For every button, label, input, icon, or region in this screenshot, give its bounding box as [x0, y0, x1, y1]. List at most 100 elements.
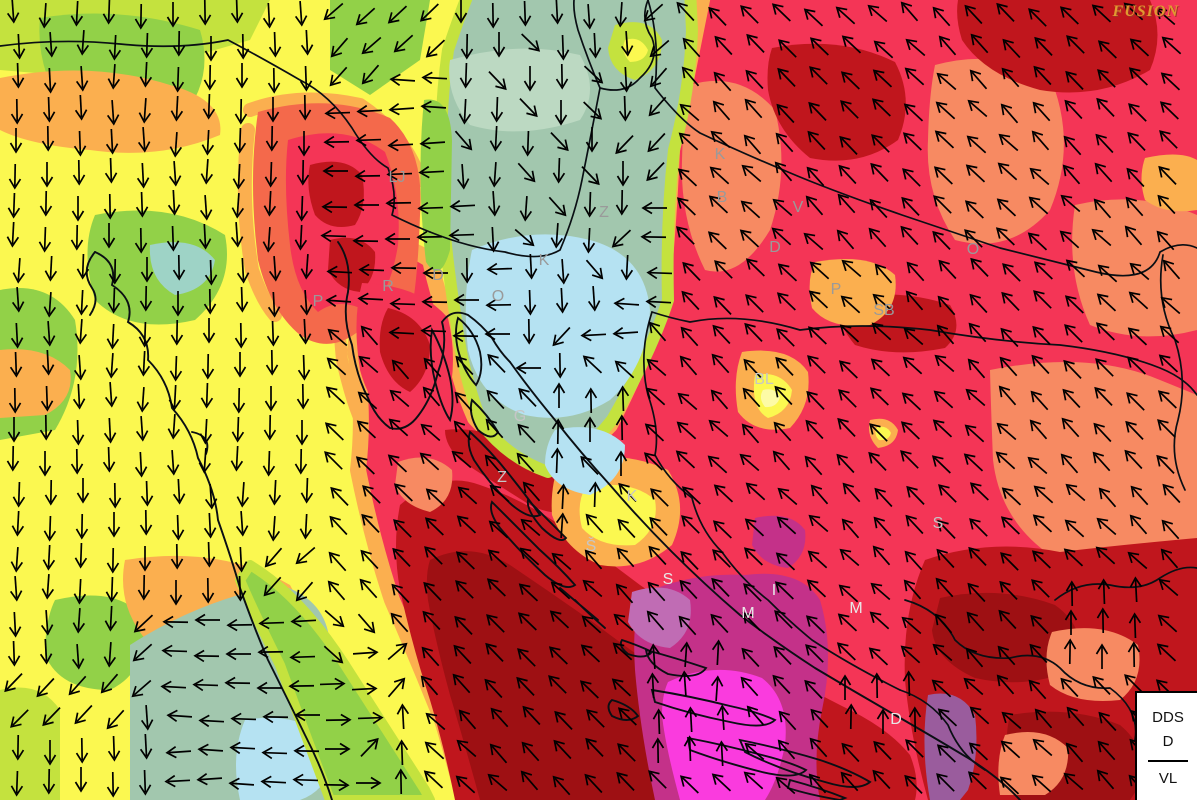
wind-arrow: [295, 195, 309, 222]
wind-arrow: [771, 3, 791, 22]
wind-arrow: [900, 645, 921, 664]
wind-arrow: [681, 66, 700, 87]
wind-arrow: [1032, 514, 1053, 533]
wind-arrow: [8, 163, 22, 190]
wind-arrow: [648, 321, 667, 342]
wind-arrow: [934, 354, 955, 373]
wind-arrow: [264, 386, 278, 412]
wind-arrow: [265, 125, 279, 152]
wind-arrow: [131, 679, 152, 698]
wind-arrow: [1129, 262, 1150, 281]
wind-arrow: [422, 386, 441, 407]
wind-arrow: [262, 2, 276, 29]
wind-arrow: [267, 291, 281, 318]
wind-arrow: [1159, 101, 1179, 120]
wind-arrow: [454, 391, 473, 412]
wind-arrow: [970, 33, 989, 54]
field-blob: [662, 669, 786, 800]
wind-arrow: [931, 455, 951, 474]
wind-arrow: [742, 387, 761, 408]
coastline-istria: [337, 241, 511, 430]
wind-arrow: [836, 642, 856, 661]
wind-arrow: [102, 223, 116, 249]
wind-arrow: [712, 100, 731, 121]
wind-arrow: [713, 295, 732, 315]
wind-arrow: [1096, 517, 1117, 536]
wind-arrow: [618, 95, 632, 122]
wind-arrow: [486, 578, 506, 597]
wind-arrow: [556, 34, 570, 61]
wind-arrow: [329, 66, 348, 87]
field-blob: [330, 0, 430, 95]
wind-arrow: [294, 0, 308, 27]
wind-arrow: [76, 253, 90, 280]
wind-arrow: [297, 354, 311, 381]
wind-arrow: [1060, 194, 1081, 213]
city-label: K: [539, 252, 550, 269]
wind-arrow: [650, 488, 669, 507]
wind-arrow: [201, 129, 215, 156]
wind-arrow: [1123, 2, 1144, 21]
wind-arrow: [423, 770, 444, 789]
wind-arrow: [105, 128, 119, 155]
border-line: [429, 0, 601, 258]
wind-arrow: [1098, 487, 1117, 508]
wind-arrow: [806, 390, 825, 410]
wind-arrow: [1156, 454, 1175, 474]
wind-arrow: [388, 102, 415, 116]
wind-arrow: [42, 707, 61, 727]
wind-arrow: [204, 36, 218, 62]
field-blob: [1046, 628, 1140, 701]
wind-arrow: [138, 97, 152, 124]
city-label: V: [793, 199, 804, 216]
wind-arrow: [906, 485, 925, 505]
wind-arrow: [1032, 738, 1053, 757]
wind-arrow: [10, 770, 24, 797]
wind-arrow: [870, 162, 889, 182]
wind-arrow: [456, 163, 470, 190]
wind-arrow: [744, 322, 763, 342]
wind-arrow: [932, 6, 951, 27]
wind-arrow: [677, 392, 698, 411]
border-line: [651, 311, 1197, 396]
wind-arrow: [869, 387, 889, 406]
wind-arrow: [1159, 130, 1178, 149]
wind-arrow: [805, 615, 825, 634]
wind-arrow: [938, 35, 957, 56]
wind-arrow: [1063, 359, 1082, 379]
wind-arrow: [710, 675, 724, 702]
wind-arrow: [10, 709, 29, 728]
wind-arrow: [458, 709, 477, 730]
wind-arrow: [1156, 643, 1177, 662]
wind-arrow: [172, 478, 186, 505]
wind-arrow: [12, 481, 26, 508]
wind-arrow: [1001, 67, 1020, 88]
wind-arrow: [520, 518, 541, 537]
wind-arrow: [321, 200, 348, 214]
wind-arrow: [387, 642, 408, 661]
wind-arrow: [361, 36, 382, 55]
wind-arrow: [1064, 519, 1085, 538]
legend-line-dds: DDS: [1152, 709, 1184, 726]
wind-arrow: [775, 356, 794, 376]
wind-arrow: [262, 226, 276, 253]
city-label: S: [933, 515, 944, 532]
wind-arrow: [716, 704, 730, 731]
field-blob: [45, 595, 146, 690]
wind-arrow: [807, 355, 826, 374]
wind-arrow: [645, 387, 666, 406]
wind-arrow: [932, 230, 951, 250]
wind-arrow: [168, 384, 182, 411]
wind-arrow: [323, 645, 344, 664]
wind-arrow: [1130, 485, 1149, 506]
wind-arrow: [355, 456, 375, 475]
wind-arrow: [387, 677, 406, 698]
wind-arrow: [902, 356, 923, 375]
wind-arrow: [201, 353, 215, 380]
wind-arrow: [235, 286, 249, 313]
wind-arrow: [6, 221, 20, 248]
wind-arrow: [837, 417, 856, 437]
wind-arrow: [295, 581, 314, 602]
